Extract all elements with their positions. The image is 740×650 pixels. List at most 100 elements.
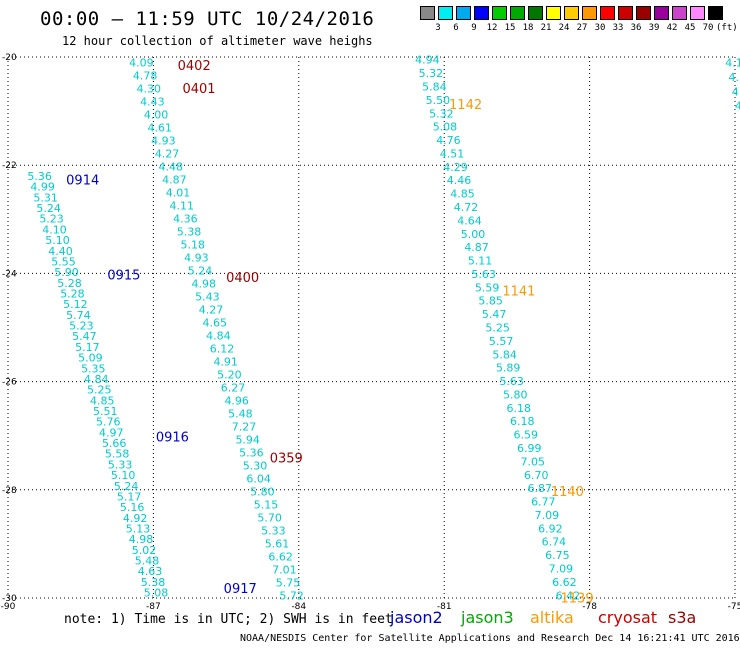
legend-item: altika (530, 608, 574, 627)
footnote: note: 1) Time is in UTC; 2) SWH is in fe… (64, 612, 393, 627)
pass-time-label: 1142 (449, 98, 482, 113)
wave-height-value: 4.64 (457, 214, 482, 227)
wave-height-value: 5.23 (39, 213, 64, 226)
wave-height-value: 4.29 (443, 161, 468, 174)
pass-time-label: 0401 (182, 82, 215, 97)
wave-height-value: 5.28 (60, 288, 85, 301)
wave-height-value: 5.25 (87, 384, 112, 397)
color-scale-swatch (420, 6, 435, 20)
wave-height-value: 6.62 (552, 576, 577, 589)
wave-height-value: 4.94 (415, 54, 440, 67)
wave-height-value: 5.61 (265, 537, 290, 550)
wave-height-value: 5.84 (422, 80, 447, 93)
wave-height-value: 5.28 (57, 277, 82, 290)
wave-height-value: 5.12 (63, 298, 88, 311)
page-subtitle: 12 hour collection of altimeter wave hei… (62, 34, 373, 48)
wave-height-value: 6.59 (514, 429, 539, 442)
wave-height-value: 7.27 (232, 420, 257, 433)
pass-time-label: 0917 (224, 582, 257, 597)
wave-height-value: 5.35 (81, 362, 106, 375)
wave-height-value: 5.10 (111, 469, 136, 482)
wave-height-value: 5.18 (180, 238, 205, 251)
wave-height-value: 5.48 (228, 407, 253, 420)
wave-height-value: 6.04 (246, 472, 271, 485)
wave-height-value: 5.85 (478, 295, 503, 308)
wave-height-value: 5.74 (66, 309, 91, 322)
wave-height-value: 5.13 (126, 523, 151, 536)
pass-time-label: 0916 (156, 431, 189, 446)
wave-height-value: 5.94 (235, 433, 260, 446)
color-scale-swatch (546, 6, 561, 20)
wave-height-value: 4.78 (133, 69, 158, 82)
x-tick-label: -81 (437, 602, 452, 612)
color-scale-swatch (636, 6, 651, 20)
wave-height-value: 4.00 (144, 108, 169, 121)
wave-height-value: 6.18 (510, 415, 535, 428)
wave-height-value: 6.77 (531, 496, 556, 509)
pass-time-label: 0915 (107, 268, 140, 283)
wave-height-value: 5.33 (108, 458, 132, 471)
wave-height-value: 7.01 (272, 563, 297, 576)
color-scale-label: 21 (540, 23, 552, 33)
x-tick-label: -84 (291, 602, 306, 612)
wave-height-value: 5.20 (217, 368, 242, 381)
wave-height-value: 5.09 (78, 352, 103, 365)
wave-height-value: 5.47 (72, 330, 97, 343)
y-tick-label: -30 (2, 594, 17, 604)
wave-height-value: 5.89 (496, 362, 521, 375)
wave-height-value: 5.08 (433, 121, 458, 134)
credit-line: NOAA/NESDIS Center for Satellite Applica… (240, 633, 740, 644)
wave-height-value: 4.11 (169, 199, 194, 212)
wave-height-value: 5.36 (239, 446, 264, 459)
wave-height-value: 5.58 (105, 448, 130, 461)
wave-height-value: 4.51 (440, 147, 465, 160)
wave-height-value: 7.09 (549, 563, 574, 576)
wave-height-value: 5.08 (144, 587, 169, 600)
wave-height-value: 4.09 (129, 56, 154, 69)
wave-height-value: 4.98 (129, 533, 154, 546)
wave-height-value: 5.30 (243, 459, 268, 472)
color-scale-swatch (528, 6, 543, 20)
wave-height-value: 5.36 (27, 170, 51, 183)
wave-height-value: 4.01 (166, 186, 191, 199)
wave-height-value: 5.02 (132, 544, 157, 557)
wave-height-value: 4.85 (90, 394, 115, 407)
wave-height-value: 5.15 (254, 498, 279, 511)
color-scale-swatch (690, 6, 705, 20)
legend-item: s3a (668, 608, 697, 627)
wave-height-value: 5.24 (36, 202, 61, 215)
wave-height-value: 5.63 (471, 268, 496, 281)
color-scale-label: 9 (471, 23, 477, 33)
wave-height-value: 4.3 (732, 85, 740, 98)
wave-height-value: 5.50 (426, 94, 451, 107)
wave-height-value: 5.31 (33, 191, 58, 204)
wave-height-value: 5.75 (276, 576, 301, 589)
color-scale-label: 33 (612, 23, 624, 33)
pass-time-label: 1140 (551, 485, 584, 500)
color-scale-swatch (618, 6, 633, 20)
color-scale-label: 45 (684, 23, 696, 33)
wave-height-value: 4.93 (184, 251, 209, 264)
wave-height-value: 4.40 (48, 245, 73, 258)
wave-height-value: 5.80 (503, 388, 528, 401)
color-scale-label: 39 (648, 23, 660, 33)
color-scale-swatch (474, 6, 489, 20)
wave-height-value: 4.96 (224, 394, 249, 407)
color-scale-swatch (510, 6, 525, 20)
wave-height-value: 5.55 (51, 255, 75, 268)
color-scale-swatch (456, 6, 471, 20)
wave-height-value: 4.61 (147, 121, 172, 134)
wave-height-value: 6.87 (528, 482, 553, 495)
wave-height-value: 4.85 (450, 188, 475, 201)
color-scale-label: 70 (702, 23, 714, 33)
wave-height-value: 5.17 (117, 490, 142, 503)
color-scale-label: 27 (576, 23, 588, 33)
wave-height-value: 4.97 (99, 426, 124, 439)
color-scale-swatch (564, 6, 579, 20)
wave-height-value: 5.84 (492, 348, 516, 361)
wave-height-value: 4.3 (735, 100, 740, 113)
wave-height-value: 4.87 (162, 173, 187, 186)
wave-height-value: 5.32 (419, 67, 444, 80)
wave-height-value: 5.47 (482, 308, 507, 321)
